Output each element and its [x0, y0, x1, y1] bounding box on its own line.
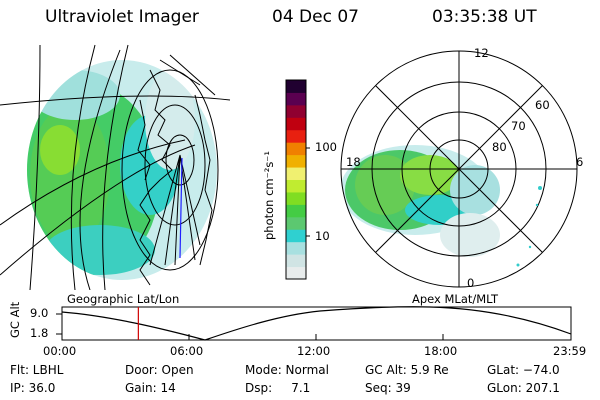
colorbar-segment — [286, 117, 306, 131]
door-info: Door: Open — [125, 363, 194, 377]
colorbar-segment — [286, 204, 306, 218]
colorbar-unit-label: photon cm⁻²s⁻¹ — [262, 151, 276, 240]
seq-info: Seq: 39 — [365, 381, 411, 395]
colorbar-tick-100: 100 — [315, 140, 337, 154]
colorbar-frame — [285, 79, 307, 280]
mlt-label-12: 12 — [474, 46, 489, 60]
colorbar-segment — [286, 80, 306, 93]
mlt-label-18: 18 — [346, 155, 361, 169]
color-scale-bar — [285, 79, 310, 280]
colorbar-segment — [286, 241, 306, 255]
gain-info: Gain: 14 — [125, 381, 176, 395]
time-tick-0000: 00:00 — [43, 344, 77, 358]
filter-info: Flt: LBHL — [10, 363, 64, 377]
geographic-image — [0, 44, 231, 290]
glat-info: GLat: −74.0 — [487, 363, 560, 377]
lat-label-60: 60 — [535, 98, 550, 112]
colorbar-segment — [286, 142, 306, 156]
geographic-panel-label: Geographic Lat/Lon — [67, 292, 180, 306]
colorbar-segment — [286, 129, 306, 143]
dsp-info: Dsp: 7.1 — [245, 381, 311, 395]
lat-label-70: 70 — [511, 119, 526, 133]
time-tick-1800: 18:00 — [424, 344, 458, 358]
time-tick-0600: 06:00 — [170, 344, 204, 358]
time-label: 03:35:38 UT — [432, 7, 537, 27]
instrument-title: Ultraviolet Imager — [45, 7, 199, 27]
time-tick-1200: 12:00 — [297, 344, 331, 358]
date-label: 04 Dec 07 — [272, 7, 359, 27]
colorbar-segment — [286, 254, 306, 268]
colorbar-segment — [286, 167, 306, 180]
gc-alt-info: GC Alt: 5.9 Re — [365, 363, 449, 377]
altitude-axis-label: GC Alt — [8, 301, 22, 338]
colorbar-tick-10: 10 — [315, 229, 330, 243]
apex-panel-label: Apex MLat/MLT — [412, 292, 499, 306]
colorbar-segment — [286, 154, 306, 168]
colorbar-segment — [286, 92, 306, 106]
polar-mlat-mlt-plot — [340, 50, 578, 288]
colorbar-segment — [286, 229, 306, 243]
mlt-label-6: 6 — [576, 155, 584, 169]
mode-info: Mode: Normal — [245, 363, 329, 377]
altitude-tick-9: 9.0 — [30, 306, 49, 320]
colorbar-segment — [286, 266, 306, 280]
altitude-plot — [56, 306, 572, 341]
colorbar-segment — [286, 179, 306, 193]
time-tick-2359: 23:59 — [553, 344, 587, 358]
ip-info: IP: 36.0 — [10, 381, 56, 395]
altitude-tick-1-8: 1.8 — [30, 326, 49, 340]
colorbar-segment — [286, 216, 306, 230]
glon-info: GLon: 207.1 — [487, 381, 560, 395]
colorbar-segment — [286, 104, 306, 118]
mlt-label-0: 0 — [467, 276, 475, 290]
colorbar-segment — [286, 191, 306, 205]
lat-label-80: 80 — [492, 140, 507, 154]
